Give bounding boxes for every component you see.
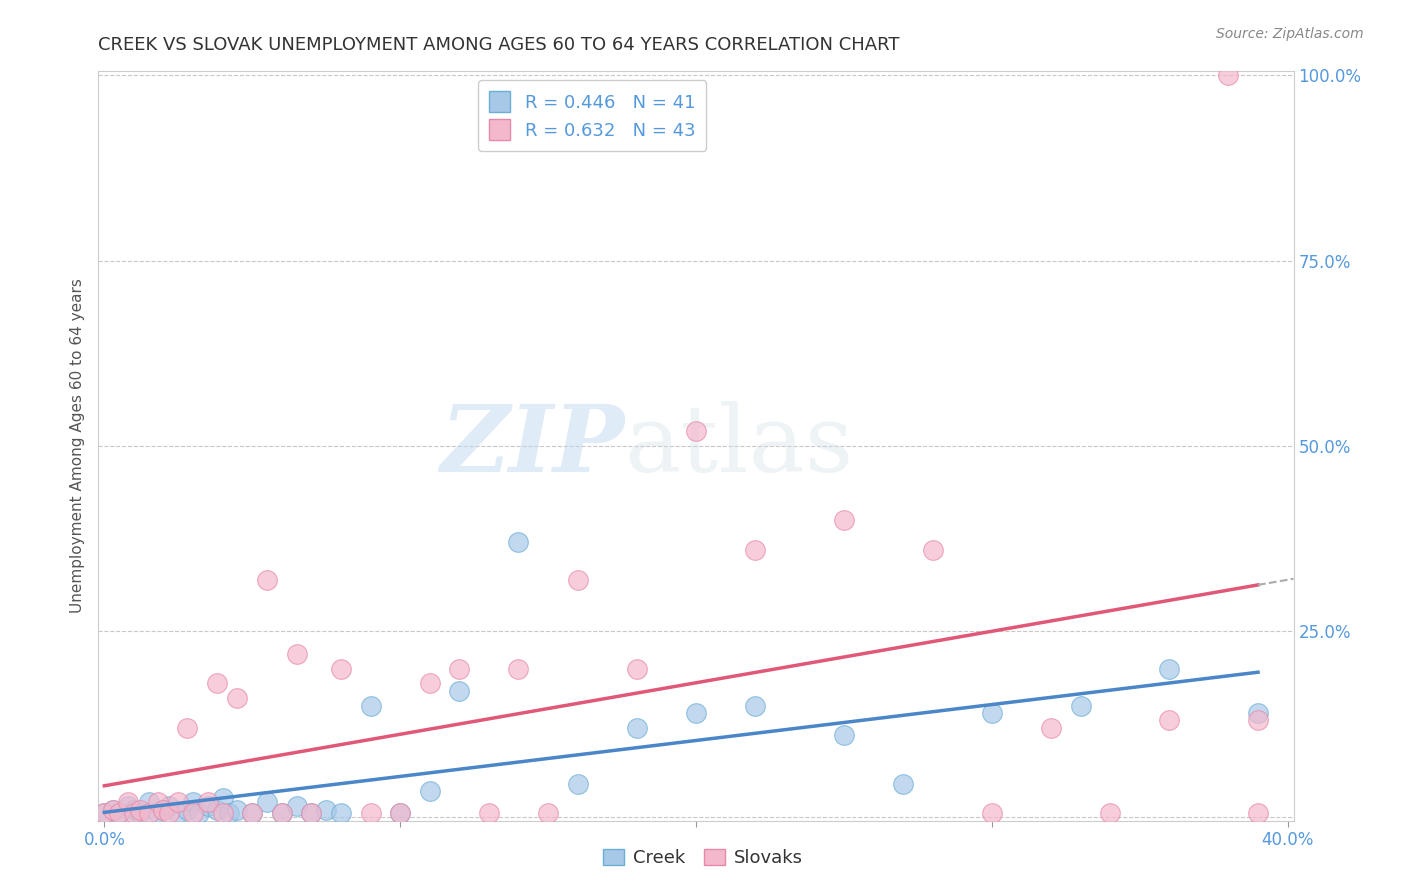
Point <box>157 798 180 813</box>
Point <box>128 803 150 817</box>
Point <box>1159 662 1181 676</box>
Point <box>1247 706 1270 720</box>
Point <box>205 676 228 690</box>
Point <box>285 647 308 661</box>
Point <box>508 535 530 549</box>
Point <box>891 776 914 790</box>
Point <box>537 806 560 821</box>
Point <box>744 698 766 713</box>
Point <box>921 542 943 557</box>
Point <box>299 806 322 821</box>
Point <box>167 806 190 821</box>
Point <box>389 806 412 821</box>
Point <box>117 798 139 813</box>
Point <box>330 662 353 676</box>
Point <box>128 806 150 821</box>
Text: ZIP: ZIP <box>440 401 624 491</box>
Point <box>744 542 766 557</box>
Point <box>176 803 198 817</box>
Point <box>1218 68 1240 82</box>
Point <box>685 424 707 438</box>
Point <box>240 806 263 821</box>
Point <box>146 806 169 821</box>
Point <box>152 803 174 817</box>
Point <box>181 806 204 821</box>
Point <box>167 795 190 809</box>
Point <box>256 795 278 809</box>
Point <box>197 798 219 813</box>
Point <box>122 803 145 817</box>
Point <box>449 662 471 676</box>
Point <box>449 683 471 698</box>
Point <box>103 803 125 817</box>
Point <box>980 806 1002 821</box>
Point <box>93 806 115 821</box>
Point <box>1039 721 1062 735</box>
Point <box>567 776 589 790</box>
Point <box>226 691 249 706</box>
Text: CREEK VS SLOVAK UNEMPLOYMENT AMONG AGES 60 TO 64 YEARS CORRELATION CHART: CREEK VS SLOVAK UNEMPLOYMENT AMONG AGES … <box>98 36 900 54</box>
Point <box>419 784 441 798</box>
Point <box>93 806 115 821</box>
Point <box>211 806 233 821</box>
Legend: R = 0.446   N = 41, R = 0.632   N = 43: R = 0.446 N = 41, R = 0.632 N = 43 <box>478 80 706 151</box>
Legend: Creek, Slovaks: Creek, Slovaks <box>595 841 811 874</box>
Point <box>508 662 530 676</box>
Point <box>1247 714 1270 728</box>
Point <box>240 806 263 821</box>
Point <box>285 798 308 813</box>
Point <box>108 806 131 821</box>
Point <box>205 803 228 817</box>
Point <box>1159 714 1181 728</box>
Point <box>226 803 249 817</box>
Point <box>176 721 198 735</box>
Point <box>1247 806 1270 821</box>
Point <box>211 791 233 805</box>
Point <box>567 573 589 587</box>
Point <box>122 806 145 821</box>
Point <box>197 795 219 809</box>
Point <box>685 706 707 720</box>
Point <box>330 806 353 821</box>
Point <box>270 806 292 821</box>
Point <box>1099 806 1122 821</box>
Point <box>832 728 855 742</box>
Text: atlas: atlas <box>624 401 853 491</box>
Point <box>157 806 180 821</box>
Y-axis label: Unemployment Among Ages 60 to 64 years: Unemployment Among Ages 60 to 64 years <box>70 278 86 614</box>
Point <box>832 513 855 527</box>
Point <box>103 803 125 817</box>
Point <box>218 806 240 821</box>
Point <box>188 806 211 821</box>
Point <box>117 795 139 809</box>
Point <box>152 803 174 817</box>
Point <box>138 795 160 809</box>
Point <box>980 706 1002 720</box>
Point <box>626 721 648 735</box>
Point <box>138 806 160 821</box>
Point <box>146 795 169 809</box>
Point <box>270 806 292 821</box>
Point <box>360 698 382 713</box>
Text: Source: ZipAtlas.com: Source: ZipAtlas.com <box>1216 27 1364 41</box>
Point <box>256 573 278 587</box>
Point <box>419 676 441 690</box>
Point <box>1070 698 1092 713</box>
Point <box>360 806 382 821</box>
Point <box>626 662 648 676</box>
Point <box>315 803 337 817</box>
Point <box>478 806 501 821</box>
Point <box>299 806 322 821</box>
Point <box>181 795 204 809</box>
Point <box>389 806 412 821</box>
Point <box>108 806 131 821</box>
